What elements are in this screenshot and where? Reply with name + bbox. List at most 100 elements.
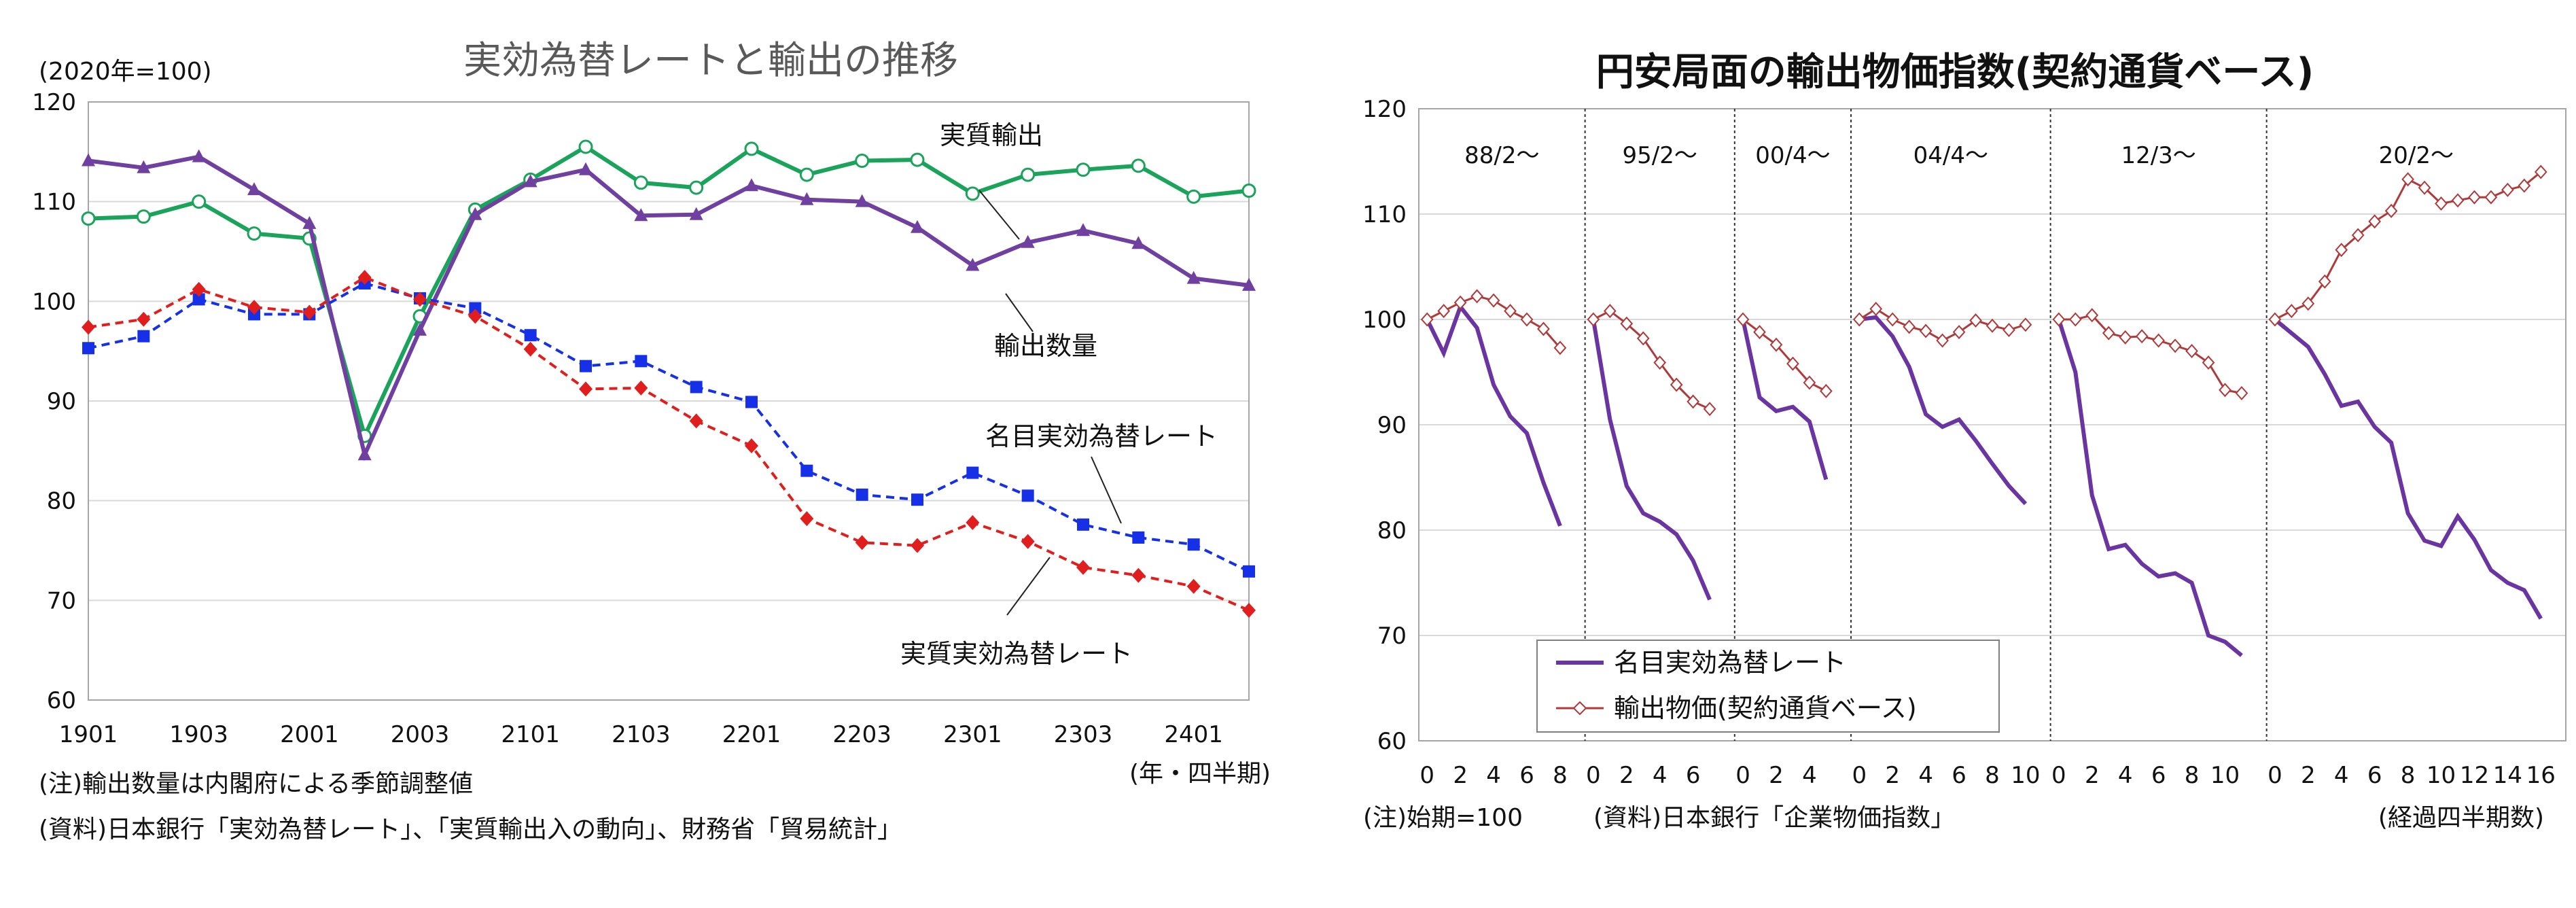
rate-line <box>1425 302 1562 527</box>
segment-label: 20/2〜 <box>2379 142 2454 169</box>
data-point <box>192 293 205 306</box>
right-x-tick-label: 0 <box>2268 762 2282 789</box>
data-point <box>966 466 979 479</box>
price-point <box>1687 394 1699 409</box>
data-point <box>192 149 206 162</box>
data-point <box>137 160 151 173</box>
callout-line-real-export <box>978 190 1020 240</box>
data-point <box>524 329 537 342</box>
right-x-tick-label: 4 <box>2118 762 2133 789</box>
label-real-rate: 実質実効為替レート <box>900 639 1133 669</box>
price-point <box>2219 383 2231 398</box>
right-note: (注)始期=100 <box>1363 804 1523 832</box>
price-point <box>1919 324 1933 338</box>
data-point <box>1186 578 1201 594</box>
data-point <box>82 153 95 167</box>
segment-4: 12/3〜 0 2 4 6 8 10 <box>2049 109 2248 789</box>
price-point <box>2301 296 2315 311</box>
left-plot-frame <box>88 101 1250 701</box>
price-point <box>2285 304 2298 319</box>
price-point <box>1437 304 1451 319</box>
data-point <box>1076 162 1091 177</box>
right-x-tick-label: 0 <box>1419 762 1434 789</box>
right-x-tick-label: 8 <box>1553 762 1568 789</box>
data-point <box>578 139 593 154</box>
price-point <box>1703 402 1716 417</box>
price-point <box>2351 228 2365 243</box>
price-point <box>2468 190 2481 205</box>
callout-line-export-volume <box>1005 293 1034 332</box>
price-point <box>1820 383 1833 398</box>
data-point <box>911 538 924 553</box>
right-x-tick-label: 0 <box>1735 762 1750 789</box>
data-point <box>247 182 261 196</box>
data-point <box>1243 565 1255 578</box>
price-point <box>1504 304 1517 319</box>
right-x-tick-label: 4 <box>1918 762 1933 789</box>
data-point <box>966 514 980 530</box>
price-point <box>1670 377 1683 392</box>
left-x-tick-label: 2001 <box>280 721 339 748</box>
data-point <box>357 270 372 285</box>
data-point <box>469 302 482 315</box>
price-point <box>1903 319 1916 334</box>
right-x-tick-label: 4 <box>1486 762 1501 789</box>
price-point <box>1537 321 1550 336</box>
price-point <box>1952 325 1966 340</box>
left-chart: (2020年=100) 実効為替レートと輸出の推移 60 70 80 90 100 110… <box>32 39 1271 843</box>
data-point <box>855 154 870 169</box>
data-point <box>745 438 758 453</box>
price-point <box>2384 203 2398 218</box>
right-x-tick-label: 14 <box>2493 762 2522 789</box>
right-x-tick-label: 10 <box>2011 762 2040 789</box>
data-point <box>580 360 592 372</box>
data-point <box>192 194 207 209</box>
data-point <box>1021 234 1035 248</box>
left-x-tick-label: 2003 <box>391 721 450 748</box>
series-3 <box>82 270 1256 618</box>
data-point <box>635 355 648 368</box>
right-y-tick-label: 60 <box>1377 728 1407 755</box>
price-point <box>2484 190 2498 205</box>
right-source: (資料)日本銀行「企業物価指数」 <box>1593 804 1955 832</box>
data-point <box>745 178 758 192</box>
data-point <box>1131 236 1146 249</box>
left-x-tick-label: 2303 <box>1054 721 1113 748</box>
price-line <box>1593 309 1710 411</box>
price-point <box>2168 338 2182 353</box>
price-point <box>2518 178 2531 193</box>
data-point <box>744 141 759 156</box>
price-point <box>1587 312 1600 327</box>
rate-line <box>1858 315 2028 506</box>
price-point <box>2401 172 2414 187</box>
rate-line <box>1591 319 1712 601</box>
right-legend: 名目実効為替レート 輸出物価(契約通貨ベース) <box>1536 640 2000 733</box>
data-point <box>1186 270 1201 284</box>
data-point <box>800 511 814 527</box>
right-x-tick-label: 0 <box>1586 762 1601 789</box>
left-x-tick-label: 2101 <box>501 721 560 748</box>
price-point <box>2235 385 2248 401</box>
price-point <box>1736 312 1750 327</box>
right-y-axis: 60 70 80 90 100 110 120 <box>1362 96 1407 755</box>
price-point <box>1636 331 1650 346</box>
right-x-tick-label: 8 <box>1985 762 2000 789</box>
price-line <box>2058 314 2242 394</box>
rate-line <box>2273 317 2543 620</box>
data-point <box>82 319 95 335</box>
price-point <box>2068 312 2082 327</box>
price-point <box>1753 325 1766 340</box>
data-point <box>82 342 94 355</box>
right-x-tick-label: 0 <box>1852 762 1867 789</box>
data-point <box>302 215 317 229</box>
price-point <box>2119 330 2132 345</box>
data-point <box>523 174 537 188</box>
left-x-tick-label: 1901 <box>59 721 118 748</box>
segment-label: 04/4〜 <box>1913 142 1988 169</box>
right-x-tick-label: 2 <box>2085 762 2100 789</box>
right-y-tick-label: 90 <box>1377 412 1407 439</box>
right-y-tick-label: 110 <box>1362 201 1407 228</box>
left-x-axis: 1901 1903 2001 2003 2101 2103 2201 2203 2301 2303… <box>59 721 1223 748</box>
